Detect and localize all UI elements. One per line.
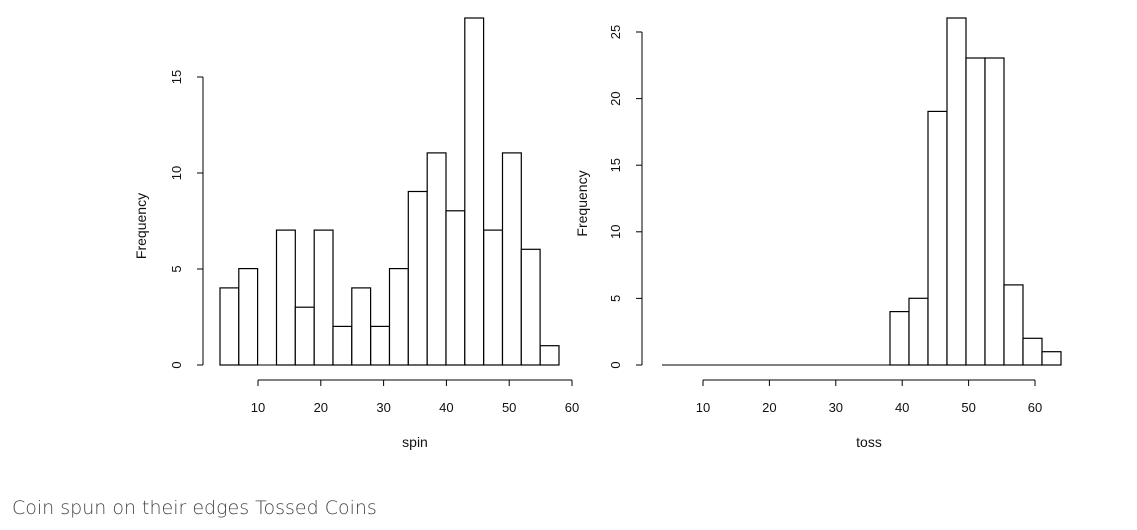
histogram-bar (501, 152, 522, 366)
x-tick-label: 30 (376, 400, 390, 415)
histogram-bar (927, 110, 948, 366)
histogram-bar (294, 306, 315, 366)
histogram-bar (445, 210, 466, 366)
histogram-bar (388, 268, 409, 366)
histogram-bar (219, 287, 240, 366)
histogram-bar (889, 311, 910, 366)
histogram-bar (483, 229, 504, 366)
y-tick-label: 0 (608, 361, 623, 368)
y-tick-label: 15 (608, 158, 623, 172)
histogram-bar (275, 229, 296, 366)
y-tick-label: 10 (169, 166, 184, 180)
x-tick-label: 50 (502, 400, 516, 415)
histogram-bar (1041, 351, 1062, 366)
histogram-bar (370, 325, 391, 366)
histogram-bar (946, 17, 967, 366)
x-tick-label: 40 (439, 400, 453, 415)
y-tick-label: 5 (169, 265, 184, 272)
histogram-bar (984, 57, 1005, 366)
histogram-bar (407, 190, 428, 366)
spin-histogram: 10 20 30 40 50 60 0 5 10 15 spin Frequency (133, 17, 579, 450)
histogram-bar (908, 297, 929, 366)
x-tick-label: 20 (762, 400, 776, 415)
x-tick-label: 30 (829, 400, 843, 415)
x-tick-label: 60 (1028, 400, 1042, 415)
x-tick-label: 10 (251, 400, 265, 415)
x-axis-label: spin (402, 434, 428, 450)
y-tick-label: 20 (608, 91, 623, 105)
histogram-bar (351, 287, 372, 366)
histogram-bar (1022, 337, 1043, 366)
figure-caption: Coin spun on their edges Tossed Coins (12, 497, 377, 519)
y-axis-label: Frequency (133, 193, 149, 259)
y-tick-label: 5 (608, 295, 623, 302)
x-axis-label: toss (856, 434, 882, 450)
x-tick-label: 50 (961, 400, 975, 415)
histogram-bar (426, 152, 447, 366)
toss-histogram: 10 20 30 40 50 60 0 5 10 15 20 25 toss Frequency (574, 17, 1062, 450)
x-tick-label: 10 (696, 400, 710, 415)
histogram-bar (520, 248, 541, 366)
histogram-bar (332, 325, 353, 366)
x-tick-label: 40 (895, 400, 909, 415)
histogram-bar (313, 229, 334, 366)
y-tick-label: 0 (169, 361, 184, 368)
x-tick-label: 60 (565, 400, 579, 415)
histogram-bar (1003, 284, 1024, 366)
histogram-bar (238, 268, 259, 366)
y-tick-label: 25 (608, 25, 623, 39)
histogram-bar (965, 57, 986, 366)
y-tick-label: 10 (608, 225, 623, 239)
x-tick-label: 20 (314, 400, 328, 415)
histogram-bar (539, 345, 560, 366)
histogram-bar (464, 17, 485, 366)
y-axis-label: Frequency (574, 170, 590, 236)
y-tick-label: 15 (169, 70, 184, 84)
